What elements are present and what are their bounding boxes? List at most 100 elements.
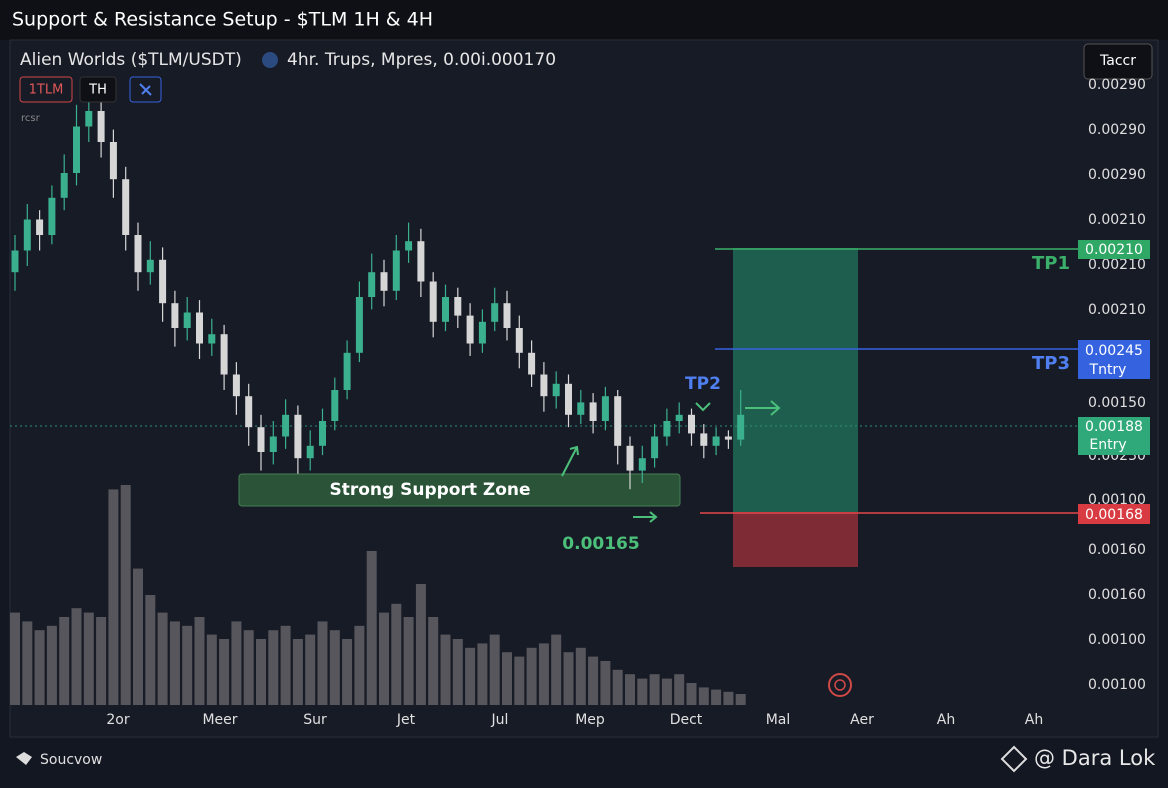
candle-body (417, 241, 425, 282)
candle-body (23, 219, 31, 251)
candle-body (380, 272, 388, 291)
price-label: 0.00160 (1088, 542, 1146, 558)
volume-bar (169, 621, 180, 705)
volume-bar (243, 630, 254, 705)
price-label: 0.00290 (1088, 122, 1146, 138)
price-label: 0.00150 (1088, 395, 1146, 411)
candle-body (478, 321, 486, 344)
volume-bar (366, 551, 377, 705)
candle-body (626, 445, 634, 471)
x-label: Jet (396, 712, 416, 728)
menu-button[interactable] (1083, 43, 1153, 80)
volume-bar (403, 617, 414, 705)
volume-bar (428, 617, 439, 705)
x-label: 2or (106, 712, 129, 728)
candle-layer (11, 92, 745, 490)
volume-bar (206, 634, 217, 705)
x-label: Dect (670, 712, 703, 728)
candle-body (503, 303, 511, 328)
button[interactable] (129, 76, 162, 103)
volume-bar (637, 678, 648, 705)
volume-bar (145, 595, 156, 705)
volume-bar (686, 683, 697, 705)
candle-body (208, 334, 216, 344)
candle-body (245, 396, 253, 428)
volume-bar (96, 617, 107, 705)
title: Support & Resistance Setup - $TLM 1H & 4… (12, 9, 433, 31)
candle-body (663, 421, 671, 437)
candle-body (712, 436, 720, 446)
x-label: Sur (303, 712, 327, 728)
button[interactable] (19, 76, 73, 103)
candle-body (368, 272, 376, 297)
candle-body (36, 219, 44, 235)
support-zone (238, 473, 681, 507)
candle-body (651, 436, 659, 459)
volume-bar (71, 608, 82, 705)
candle-body (232, 374, 240, 397)
candle-body (601, 396, 609, 421)
logo (16, 752, 32, 765)
volume-bar (256, 639, 266, 705)
price-label: 0.00100 (1088, 632, 1146, 648)
tag-label: 0.00188 (1085, 419, 1143, 435)
x-label: Meer (202, 712, 237, 728)
candle-body (282, 414, 290, 437)
volume-bar (59, 617, 70, 705)
candle-body (405, 241, 413, 251)
volume-bar (711, 689, 722, 705)
volume-bar (723, 691, 734, 705)
candle-body (429, 281, 437, 322)
support-label: Strong Support Zone (329, 480, 530, 500)
volume-bar (391, 603, 402, 705)
button[interactable] (79, 76, 117, 103)
volume-bar (612, 669, 623, 705)
candle-body (319, 421, 326, 446)
volume-bar (120, 485, 131, 705)
volume-bar (354, 625, 365, 705)
volume-bar (317, 621, 328, 705)
volume-bar (600, 661, 611, 705)
volume-bar (415, 584, 426, 705)
candle-body (737, 414, 745, 440)
tag-label: Entry (1089, 437, 1126, 453)
alert-icon[interactable] (828, 673, 852, 697)
volume-bar (133, 568, 143, 705)
volume-bar (661, 678, 672, 705)
volume-bar (231, 621, 242, 705)
volume-bar (551, 634, 562, 705)
price-label: 0.00100 (1088, 677, 1146, 693)
tp3-label: TP3 (1032, 353, 1070, 374)
candle-body (355, 297, 363, 353)
price-label: 0.00160 (1088, 587, 1146, 603)
tp2-label: TP2 (685, 374, 721, 394)
volume-bar (514, 656, 525, 705)
candle-body (343, 352, 351, 390)
volume-bar (46, 625, 57, 705)
candle-body (171, 303, 179, 328)
arrow (745, 400, 781, 416)
title-bar (0, 0, 1168, 40)
source: Soucvow (40, 752, 102, 768)
candle-body (577, 402, 585, 415)
tag (1078, 340, 1150, 379)
volume-bar (305, 634, 316, 705)
x-label: Ah (1025, 712, 1043, 728)
volume-bar (625, 674, 635, 705)
candle-body (183, 312, 191, 328)
loss-zone (733, 512, 858, 567)
candle-body (565, 383, 572, 415)
alert-icon (834, 679, 846, 691)
info: 4hr. Trups, Mpres, 0.00i.000170 (287, 50, 556, 70)
volume-bar (182, 625, 193, 705)
candle-body (122, 179, 130, 235)
x-label: Mep (575, 712, 605, 728)
time-axis: 2or Meer Sur Jet Jul Mep Dect Mal Aer Ah Ah (106, 712, 1043, 728)
volume-bar (649, 674, 660, 705)
price-axis: 0.002900.002900.002900.002100.002100.002… (1088, 77, 1146, 693)
volume-bar (379, 612, 389, 705)
volume-bar (194, 617, 205, 705)
candle-body (220, 334, 228, 375)
x-label: Jul (491, 712, 509, 728)
candle-body (146, 259, 154, 273)
